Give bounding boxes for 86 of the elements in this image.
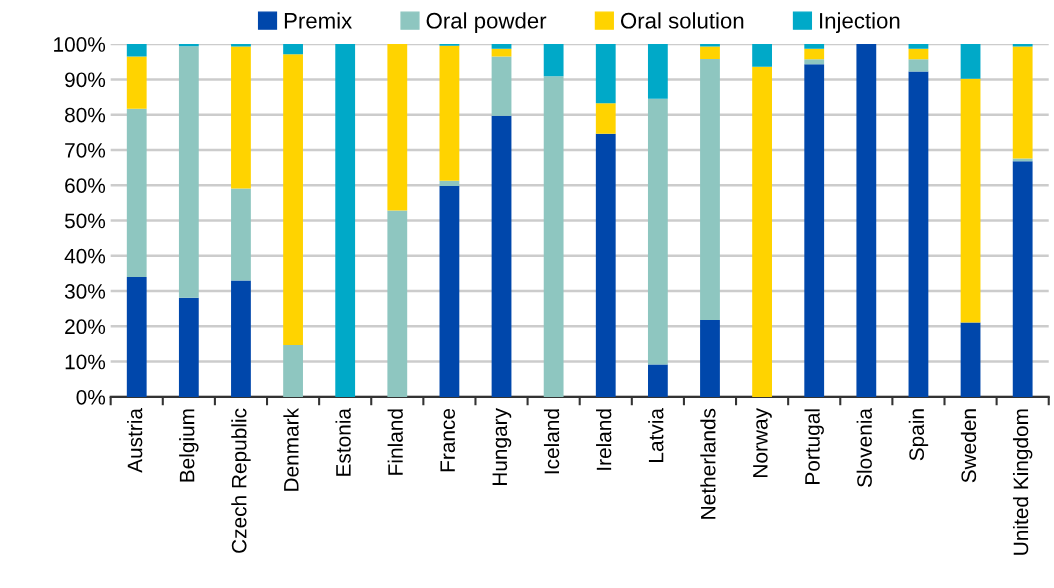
bar (647, 98, 668, 365)
bar (178, 46, 199, 298)
bar (700, 319, 720, 397)
bar (960, 78, 981, 323)
bar (804, 44, 825, 49)
x-tick-label: Norway (753, 408, 772, 477)
bar (283, 44, 303, 55)
bar (647, 364, 668, 397)
bar (387, 44, 408, 211)
x-tick-label: Sweden (960, 409, 977, 483)
legend-label: Injection (820, 12, 900, 33)
bar (491, 115, 512, 397)
x-tick-label: Czech Republic (231, 408, 251, 553)
y-tick-label: 0% (76, 389, 106, 405)
bar (700, 46, 720, 59)
x-tick-label: Hungary (492, 408, 512, 486)
bar (647, 44, 668, 99)
bar (700, 44, 720, 47)
y-tick-label: 80% (65, 107, 106, 123)
bar (178, 44, 199, 47)
bar (595, 133, 616, 397)
x-tick-label: Spain (908, 409, 929, 461)
bar (491, 56, 512, 116)
bar (439, 45, 460, 181)
y-tick-label: 20% (65, 319, 106, 335)
y-tick-label: 10% (65, 354, 106, 370)
bar (231, 188, 251, 281)
bar (856, 44, 877, 397)
bar (491, 44, 512, 49)
bar (908, 59, 929, 72)
bar (1012, 158, 1033, 162)
bar (126, 44, 147, 57)
legend-label: Premix (284, 12, 352, 29)
x-tick-label: Finland (387, 409, 403, 475)
bar (908, 48, 929, 60)
x-tick-label: Belgium (179, 409, 199, 482)
bar (126, 108, 147, 277)
y-tick-label: 50% (64, 213, 106, 229)
x-tick-label: Ireland (596, 409, 612, 470)
x-tick-label: Latvia (648, 408, 664, 462)
bar (908, 71, 929, 397)
bar (752, 44, 772, 67)
y-tick-label: 40% (64, 248, 106, 264)
bar (439, 180, 460, 186)
bar (752, 66, 772, 397)
x-tick-label: France (440, 408, 456, 472)
y-tick-label: 60% (65, 178, 106, 193)
legend-label: Oral powder (426, 12, 547, 33)
y-tick-label: 100% (54, 37, 106, 52)
bar (543, 44, 564, 77)
bar (439, 185, 460, 397)
x-tick-label: Denmark (283, 407, 299, 491)
bar (387, 210, 408, 397)
bar (960, 44, 981, 79)
bar (700, 58, 720, 320)
x-tick-label: Iceland (543, 409, 560, 474)
bar (960, 322, 981, 397)
bar (1012, 46, 1033, 159)
y-tick-label: 30% (64, 284, 106, 299)
y-tick-label: 70% (65, 142, 106, 158)
x-tick-label: Slovenia (856, 408, 872, 487)
x-tick-label: Portugal (804, 409, 824, 484)
bar (595, 44, 616, 104)
bar (543, 76, 564, 397)
bar (231, 280, 251, 397)
y-tick-label: 90% (65, 72, 106, 88)
bar (804, 48, 825, 60)
x-tick-label: Estonia (335, 408, 351, 476)
bar (126, 56, 147, 109)
x-tick-label: Austria (127, 408, 143, 473)
bar (178, 297, 199, 397)
bar (804, 64, 825, 397)
bar (1012, 44, 1033, 47)
bar (335, 44, 356, 397)
legend-label: Oral solution (620, 12, 744, 29)
bar (283, 345, 303, 397)
bar (804, 59, 825, 65)
bar (126, 276, 147, 397)
bar (908, 44, 929, 49)
x-tick-label: United Kingdom (1012, 409, 1033, 555)
x-tick-label: Netherlands (700, 408, 716, 519)
bar (231, 46, 251, 189)
bar (595, 103, 616, 134)
bar (1012, 161, 1033, 397)
bar (231, 44, 251, 47)
bar (283, 54, 303, 346)
